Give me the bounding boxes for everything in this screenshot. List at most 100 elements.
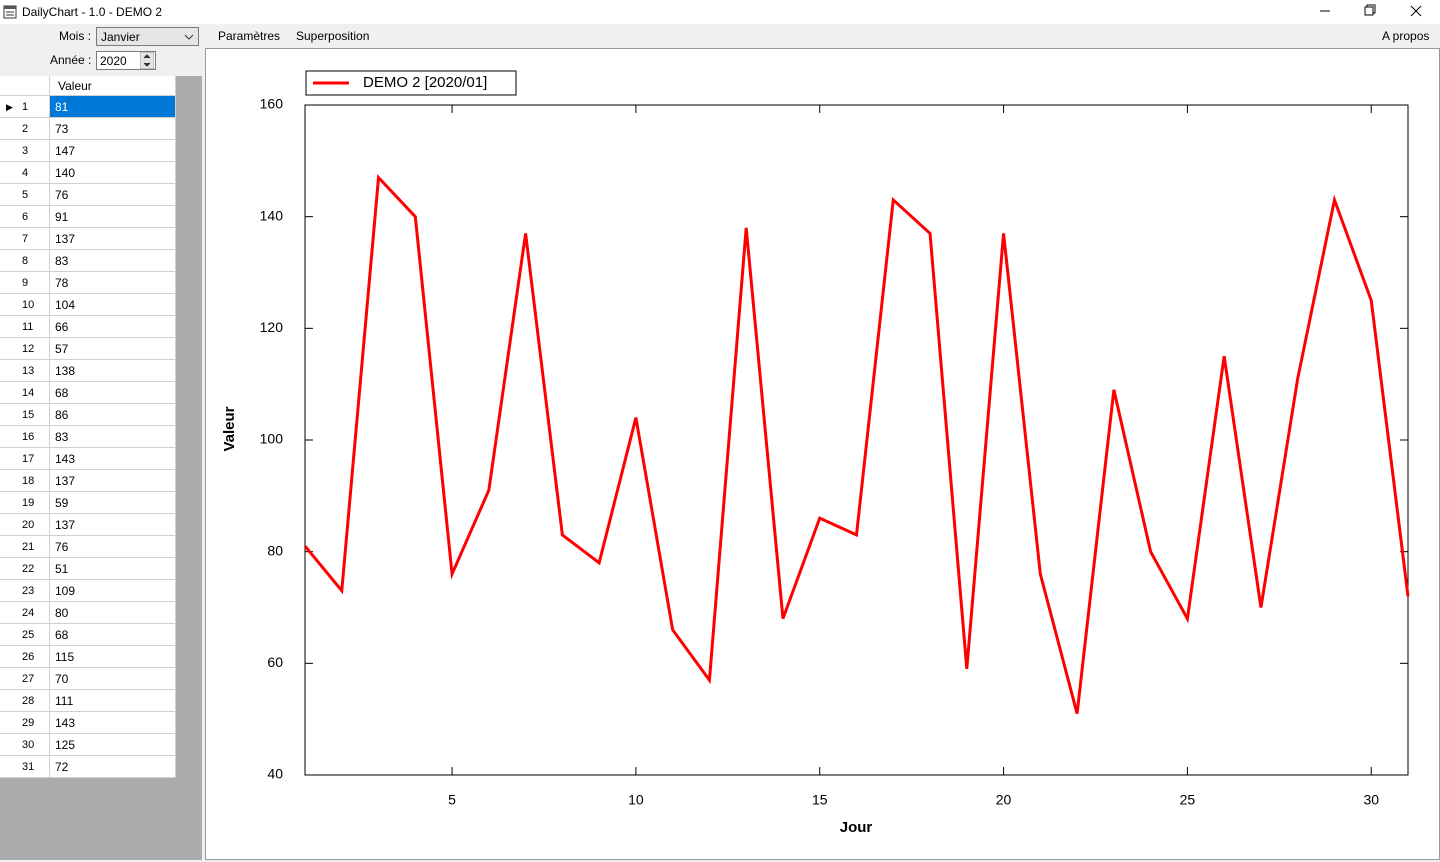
y-tick-label: 60 <box>267 654 283 670</box>
value-cell: 91 <box>50 206 176 228</box>
row-number: 6 <box>0 206 50 228</box>
chart: Valeur Jour 40 60 80 100 120 140 160 5 10 15 20 25 3… <box>221 70 1410 836</box>
row-number: 3 <box>0 140 50 162</box>
spin-buttons[interactable] <box>140 52 154 69</box>
value-cell: 76 <box>50 536 176 558</box>
corner-cell <box>0 76 50 96</box>
x-tick-label: 25 <box>1180 792 1196 808</box>
value-cell: 137 <box>50 514 176 536</box>
row-number: 9 <box>0 272 50 294</box>
row-number: 11 <box>0 316 50 338</box>
menu-item[interactable]: Superposition <box>296 29 370 43</box>
value-cell: 111 <box>50 690 176 712</box>
row-number: 1 <box>0 96 50 118</box>
value-cell: 80 <box>50 602 176 624</box>
row-number: 27 <box>0 668 50 690</box>
value-cell: 137 <box>50 228 176 250</box>
value-cell: 104 <box>50 294 176 316</box>
row-number: 2 <box>0 118 50 140</box>
plot-area <box>304 104 1409 776</box>
value-cell: 115 <box>50 646 176 668</box>
title-bar: DailyChart - 1.0 - DEMO 2 <box>0 0 1440 24</box>
value-cell: 86 <box>50 404 176 426</box>
y-tick-label: 120 <box>260 319 284 335</box>
window-controls[interactable] <box>1300 0 1440 24</box>
row-number: 21 <box>0 536 50 558</box>
value-cell: 68 <box>50 382 176 404</box>
x-tick-label: 20 <box>996 792 1012 808</box>
window-title: DailyChart - 1.0 - DEMO 2 <box>22 5 163 19</box>
month-label: Mois : <box>59 29 92 43</box>
row-number: 8 <box>0 250 50 272</box>
value-cell: 59 <box>50 492 176 514</box>
y-axis-label: Valeur <box>221 406 238 451</box>
row-number: 29 <box>0 712 50 734</box>
row-number: 28 <box>0 690 50 712</box>
y-tick-label: 100 <box>260 431 284 447</box>
value-cell: 57 <box>50 338 176 360</box>
row-number: 13 <box>0 360 50 382</box>
data-line <box>303 174 1410 714</box>
y-tick-label: 80 <box>267 542 283 558</box>
dropdown-arrow <box>184 34 194 40</box>
row-number: 20 <box>0 514 50 536</box>
row-number: 12 <box>0 338 50 360</box>
value-cell: 76 <box>50 184 176 206</box>
value-cell: 70 <box>50 668 176 690</box>
month-select[interactable]: Janvier <box>96 27 199 46</box>
row-number: 4 <box>0 162 50 184</box>
x-tick-label: 15 <box>812 792 828 808</box>
value-cell: 81 <box>50 96 176 118</box>
value-cell: 125 <box>50 734 176 756</box>
row-selector: ▶ <box>6 102 13 112</box>
month-value: Janvier <box>101 30 140 44</box>
row-number: 26 <box>0 646 50 668</box>
menu-item[interactable]: A propos <box>1382 29 1430 43</box>
row-number: 25 <box>0 624 50 646</box>
value-cell: 109 <box>50 580 176 602</box>
row-number: 16 <box>0 426 50 448</box>
column-header: Valeur <box>50 76 176 96</box>
chart-panel: Valeur Jour 40 60 80 100 120 140 160 5 10 15 20 25 3… <box>205 48 1440 860</box>
data-grid: Valeur 1 81 ▶ 2 73 3 147 4 140 5 76 6 91 7 137 8 83 9 78 10… <box>0 76 202 860</box>
value-cell: 83 <box>50 250 176 272</box>
row-number: 17 <box>0 448 50 470</box>
row-number: 22 <box>0 558 50 580</box>
row-number: 7 <box>0 228 50 250</box>
value-cell: 143 <box>50 448 176 470</box>
row-number: 15 <box>0 404 50 426</box>
y-tick-label: 40 <box>267 766 283 782</box>
value-cell: 51 <box>50 558 176 580</box>
value-cell: 138 <box>50 360 176 382</box>
x-axis-label: Jour <box>840 819 873 836</box>
y-tick-label: 140 <box>260 207 284 223</box>
row-number: 24 <box>0 602 50 624</box>
value-cell: 73 <box>50 118 176 140</box>
menu-item[interactable]: Paramètres <box>218 29 281 43</box>
row-number: 23 <box>0 580 50 602</box>
value-cell: 68 <box>50 624 176 646</box>
value-cell: 66 <box>50 316 176 338</box>
value-cell: 143 <box>50 712 176 734</box>
value-cell: 72 <box>50 756 176 778</box>
value-cell: 147 <box>50 140 176 162</box>
row-number: 19 <box>0 492 50 514</box>
x-tick-label: 30 <box>1363 792 1379 808</box>
value-cell: 140 <box>50 162 176 184</box>
row-number: 14 <box>0 382 50 404</box>
row-number: 5 <box>0 184 50 206</box>
row-number: 10 <box>0 294 50 316</box>
y-tick-label: 160 <box>260 96 284 112</box>
x-tick-label: 10 <box>628 792 644 808</box>
app-icon <box>3 5 17 19</box>
legend-label: DEMO 2 [2020/01] <box>363 74 487 91</box>
x-tick-label: 5 <box>448 792 456 808</box>
row-number: 18 <box>0 470 50 492</box>
year-input[interactable]: 2020 <box>96 51 156 70</box>
year-value: 2020 <box>100 54 127 68</box>
value-cell: 78 <box>50 272 176 294</box>
year-label: Année : <box>50 53 92 67</box>
value-cell: 83 <box>50 426 176 448</box>
row-number: 31 <box>0 756 50 778</box>
